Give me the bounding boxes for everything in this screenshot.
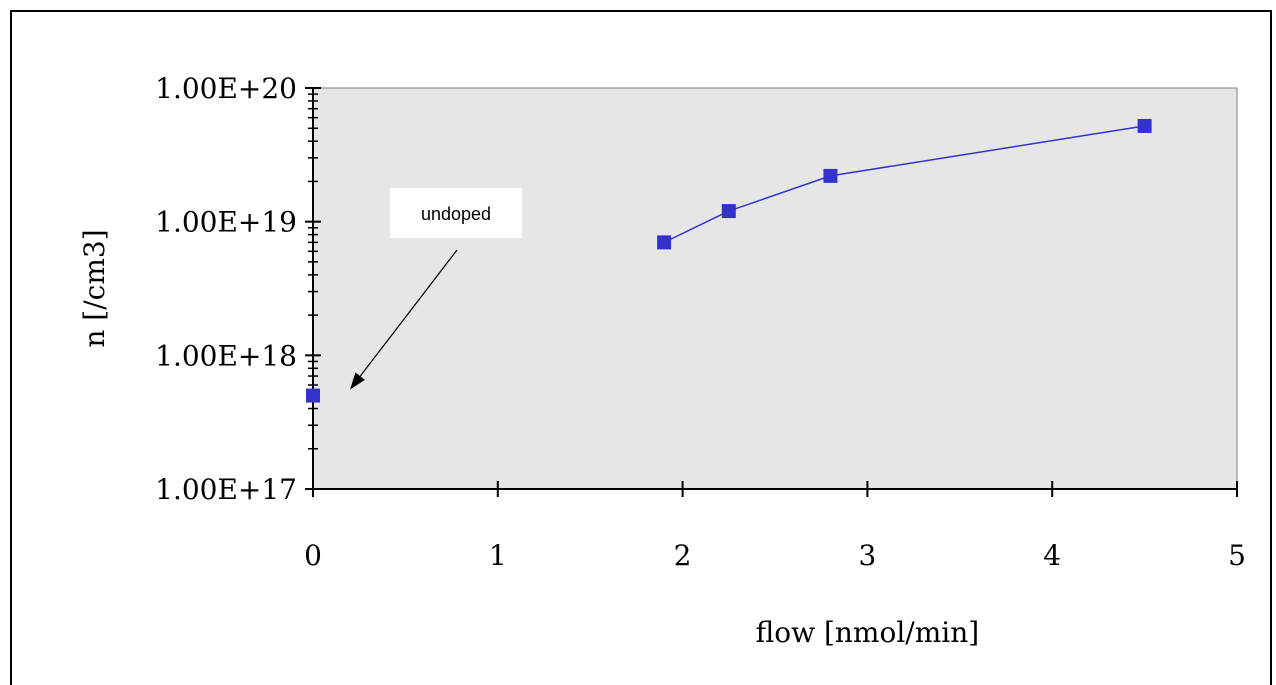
annotation-box (390, 188, 522, 238)
annotation-arrow (350, 249, 458, 390)
x-tick-label: 5 (1228, 539, 1246, 572)
data-point-marker (1137, 118, 1152, 133)
series-line-segment (728, 175, 831, 212)
data-point-marker (306, 388, 320, 403)
data-point-marker (721, 204, 736, 219)
x-axis-title: flow [nmol/min] (756, 616, 980, 649)
y-tick-label: 1.00E+17 (155, 473, 297, 506)
y-tick-label: 1.00E+19 (155, 206, 297, 239)
x-tick-label: 0 (304, 539, 322, 572)
x-tick-label: 3 (858, 539, 876, 572)
data-point-marker (657, 235, 672, 250)
series-points (306, 118, 1152, 403)
y-tick-label: 1.00E+20 (155, 72, 297, 105)
y-tick-label: 1.00E+18 (155, 339, 297, 372)
annotation-text: undoped (421, 204, 491, 224)
chart-frame (10, 10, 1272, 685)
x-tick-label: 4 (1043, 539, 1061, 572)
data-point-marker (823, 168, 838, 183)
y-tick-labels: 1.00E+17 1.00E+18 1.00E+19 1.00E+20 (155, 72, 297, 506)
annotation-layer: undoped (350, 188, 522, 390)
series-line-segment (663, 210, 730, 244)
plot-area (312, 87, 1238, 490)
axes (305, 87, 1238, 497)
series-lines (663, 125, 1145, 244)
series-line-segment (830, 125, 1145, 177)
x-tick-labels: 0 1 2 3 4 5 (304, 539, 1246, 572)
y-axis-title: n [/cm3] (78, 229, 111, 347)
x-tick-label: 1 (489, 539, 507, 572)
x-tick-label: 2 (674, 539, 692, 572)
